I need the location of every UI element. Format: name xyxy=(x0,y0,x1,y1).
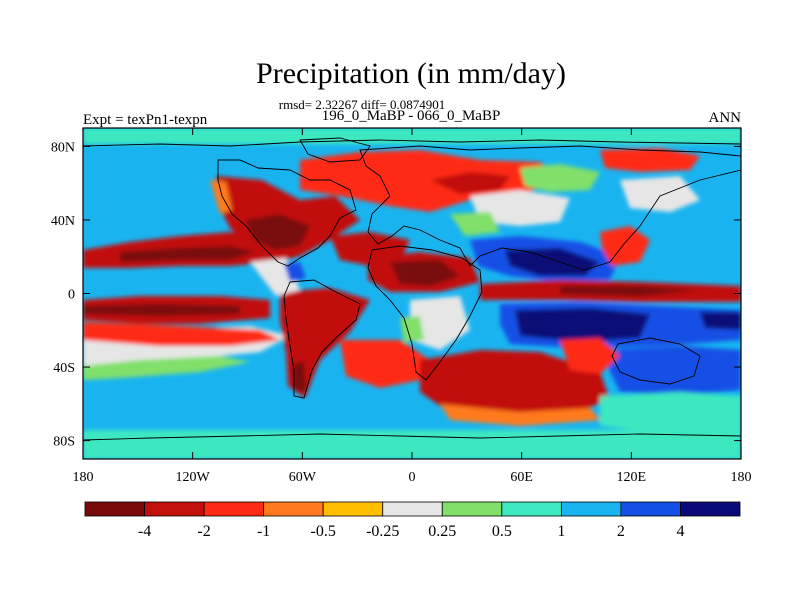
chart-subtitle: 196_0_MaBP - 066_0_MaBP xyxy=(322,108,501,124)
colorbar-swatch xyxy=(441,501,503,517)
indian-southern-orange xyxy=(440,404,600,426)
atlantic-blue-cell xyxy=(284,262,306,282)
colorbar-swatch xyxy=(680,501,741,517)
arctic-band xyxy=(83,128,741,144)
x-tick-label: 180 xyxy=(731,470,752,485)
x-tick-label: 120E xyxy=(617,470,647,485)
chart-title: Precipitation (in mm/day) xyxy=(256,57,566,90)
colorbar-label: -0.5 xyxy=(311,523,336,540)
colorbar-label: -1 xyxy=(257,523,270,540)
asia-green-west xyxy=(450,212,500,236)
stats-line: rmsd= 2.32267 diff= 0.0874901 xyxy=(279,97,445,112)
experiment-label: Expt = texPn1-texpn xyxy=(83,112,208,128)
north-america-orange xyxy=(210,180,232,214)
coastline-africa xyxy=(367,245,483,381)
east-asia-red xyxy=(600,226,650,266)
equatorial-indo-pacific-core xyxy=(560,286,700,296)
asia-green xyxy=(520,164,600,192)
coastline-australia xyxy=(611,337,701,385)
coastlines xyxy=(83,137,741,441)
north-africa-core xyxy=(390,260,460,286)
north-pacific-west-neutral xyxy=(620,176,700,212)
colorbar-swatch xyxy=(560,501,622,517)
australia-red xyxy=(560,338,620,374)
colorbar-swatch xyxy=(620,501,681,517)
colorbar-label: -2 xyxy=(197,523,210,540)
coastline-north-america xyxy=(217,159,357,267)
coastline-eurasia xyxy=(359,145,741,271)
season-label: ANN xyxy=(709,110,742,126)
y-tick-label: 80S xyxy=(53,435,75,450)
colorbar-swatch xyxy=(382,501,443,517)
coastline-south-america xyxy=(283,279,361,399)
coastline-antarctica xyxy=(83,433,741,441)
western-pacific-navy xyxy=(700,312,741,330)
y-tick-label: 40S xyxy=(53,361,75,376)
colorbar-label: 2 xyxy=(617,523,625,540)
north-america-core xyxy=(245,214,310,250)
north-pacific-core xyxy=(120,246,255,262)
south-america-core xyxy=(292,360,306,392)
precipitation-field xyxy=(83,128,741,459)
colorbar-swatch xyxy=(322,501,384,517)
asia-navy-core xyxy=(505,248,600,276)
x-tick-label: 60E xyxy=(510,470,533,485)
x-tick-label: 60W xyxy=(289,470,317,485)
colorbar-label: -0.25 xyxy=(366,523,399,540)
indian-southern-red xyxy=(420,350,610,420)
northeast-asia-red xyxy=(600,148,700,172)
coastline-greenland xyxy=(299,137,371,163)
y-tick-label: 0 xyxy=(68,288,75,303)
africa-green xyxy=(400,316,424,342)
x-axis: 180 120W 60W 0 60E 120E 180 xyxy=(73,128,752,485)
y-tick-label: 40N xyxy=(51,214,75,229)
colorbar-swatch xyxy=(203,501,265,517)
south-atlantic-red xyxy=(340,340,430,388)
colorbar-swatch xyxy=(501,501,562,517)
y-tick-label: 80N xyxy=(51,140,75,155)
africa-neutral xyxy=(410,296,470,350)
indian-ocean-navy-core xyxy=(515,308,650,342)
colorbar-swatch xyxy=(84,501,145,517)
x-tick-label: 180 xyxy=(73,470,94,485)
colorbar-swatch xyxy=(144,501,205,517)
colorbar-label: 0.25 xyxy=(428,523,456,540)
southern-ocean-teal xyxy=(600,392,741,432)
southern-pacific-blue xyxy=(600,346,741,396)
x-tick-label: 0 xyxy=(409,470,416,485)
colorbar-label: 0.5 xyxy=(492,523,512,540)
equatorial-pacific-core xyxy=(83,304,240,316)
colorbar-label: -4 xyxy=(138,523,151,540)
colorbar: -4 -2 -1 -0.5 -0.25 0.25 0.5 1 2 4 xyxy=(84,501,741,540)
south-pacific-green xyxy=(83,356,250,380)
x-tick-label: 120W xyxy=(176,470,211,485)
south-pacific-red xyxy=(83,322,280,346)
colorbar-label: 1 xyxy=(557,523,565,540)
colorbar-label: 4 xyxy=(676,523,684,540)
northern-eurasia-core xyxy=(430,172,510,194)
y-axis: 80N 40N 0 40S 80S xyxy=(51,140,741,450)
coastline-arctic xyxy=(83,139,741,147)
asia-neutral xyxy=(470,190,570,226)
colorbar-swatch xyxy=(263,501,324,517)
